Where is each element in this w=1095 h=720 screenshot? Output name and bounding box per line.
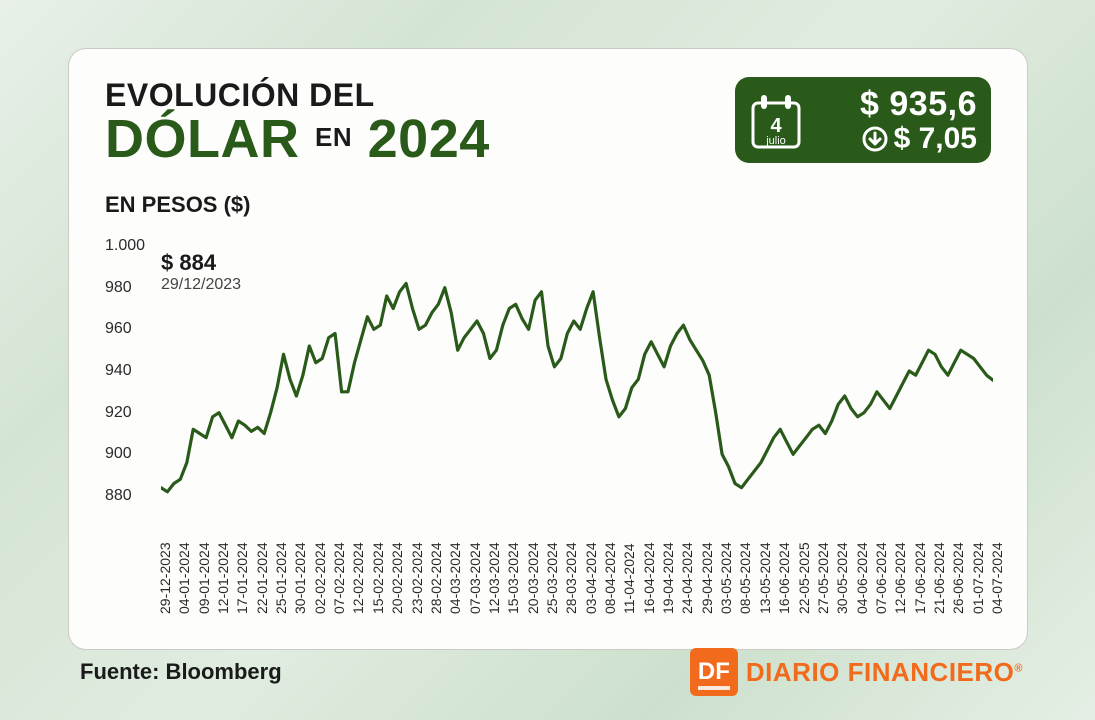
x-tick: 04-03-2024 [447,542,463,614]
x-tick: 29-12-2023 [157,542,173,614]
title-en: EN [315,122,352,152]
x-tick: 07-03-2024 [467,542,483,614]
x-tick: 12-03-2024 [486,542,502,614]
title-year: 2024 [368,109,490,169]
y-tick: 900 [105,445,132,463]
x-tick: 07-06-2024 [873,542,889,614]
header: EVOLUCIÓN DEL DÓLAR EN 2024 EN PESOS ($)… [105,77,991,218]
x-tick: 08-04-2024 [602,542,618,614]
x-tick: 23-02-2024 [409,542,425,614]
y-tick: 980 [105,279,132,297]
x-tick: 12-02-2024 [350,542,366,614]
subtitle: EN PESOS ($) [105,192,991,218]
x-tick: 22-01-2024 [254,542,270,614]
x-tick: 28-02-2024 [428,542,444,614]
x-tick: 21-06-2024 [931,542,947,614]
x-tick: 16-06-2024 [776,542,792,614]
chart-area: 8809009209409609801.000 $ 884 29/12/2023… [105,246,991,626]
x-tick: 03-05-2024 [718,542,734,614]
x-tick: 27-05-2024 [815,542,831,614]
x-tick: 12-01-2024 [215,542,231,614]
badge-month: julio [749,135,803,147]
x-tick: 19-04-2024 [660,542,676,614]
x-tick: 25-01-2024 [273,542,289,614]
badge-price: $ 935,6 [815,85,977,124]
x-tick: 13-05-2024 [757,542,773,614]
x-tick: 08-05-2024 [737,542,753,614]
x-tick: 17-01-2024 [234,542,250,614]
x-tick: 26-06-2024 [950,542,966,614]
x-tick: 03-04-2024 [583,542,599,614]
x-tick: 20-02-2024 [389,542,405,614]
y-tick: 920 [105,404,132,422]
y-tick: 880 [105,487,132,505]
footer: Fuente: Bloomberg DF DIARIO FINANCIERO® [80,648,1023,696]
arrow-down-circle-icon [862,126,888,152]
x-axis: 29-12-202304-01-202409-01-202412-01-2024… [161,502,991,622]
chart-card: EVOLUCIÓN DEL DÓLAR EN 2024 EN PESOS ($)… [68,48,1028,650]
line-chart-svg [161,246,993,500]
x-tick: 15-02-2024 [370,542,386,614]
x-tick: 20-03-2024 [525,542,541,614]
price-badge: 4 julio $ 935,6 $ 7,05 [735,77,991,163]
x-tick: 04-07-2024 [989,542,1005,614]
price-line [161,284,993,492]
y-tick: 960 [105,320,132,338]
x-tick: 16-04-2024 [641,542,657,614]
brand: DF DIARIO FINANCIERO® [690,648,1023,696]
badge-change: $ 7,05 [815,122,977,156]
x-tick: 30-01-2024 [292,542,308,614]
brand-logo-box: DF [690,648,738,696]
badge-change-value: $ 7,05 [894,122,977,156]
x-tick: 09-01-2024 [196,542,212,614]
x-tick: 29-04-2024 [699,542,715,614]
x-tick: 25-03-2024 [544,542,560,614]
x-tick: 22-05-2025 [796,542,812,614]
x-tick: 04-01-2024 [176,542,192,614]
x-tick: 04-06-2024 [854,542,870,614]
x-tick: 12-06-2024 [892,542,908,614]
x-tick: 11-04-2024 [621,543,637,614]
y-tick: 940 [105,362,132,380]
x-tick: 24-04-2024 [679,542,695,614]
badge-values: $ 935,6 $ 7,05 [815,85,977,156]
y-tick: 1.000 [105,237,145,255]
x-tick: 01-07-2024 [970,542,986,614]
brand-name: DIARIO FINANCIERO® [746,657,1023,688]
x-tick: 30-05-2024 [834,542,850,614]
x-tick: 15-03-2024 [505,542,521,614]
calendar-icon: 4 julio [749,91,803,149]
title-dolar: DÓLAR [105,109,299,169]
x-tick: 28-03-2024 [563,542,579,614]
x-tick: 17-06-2024 [912,542,928,614]
source-text: Fuente: Bloomberg [80,659,282,685]
x-tick: 07-02-2024 [331,542,347,614]
x-tick: 02-02-2024 [312,542,328,614]
